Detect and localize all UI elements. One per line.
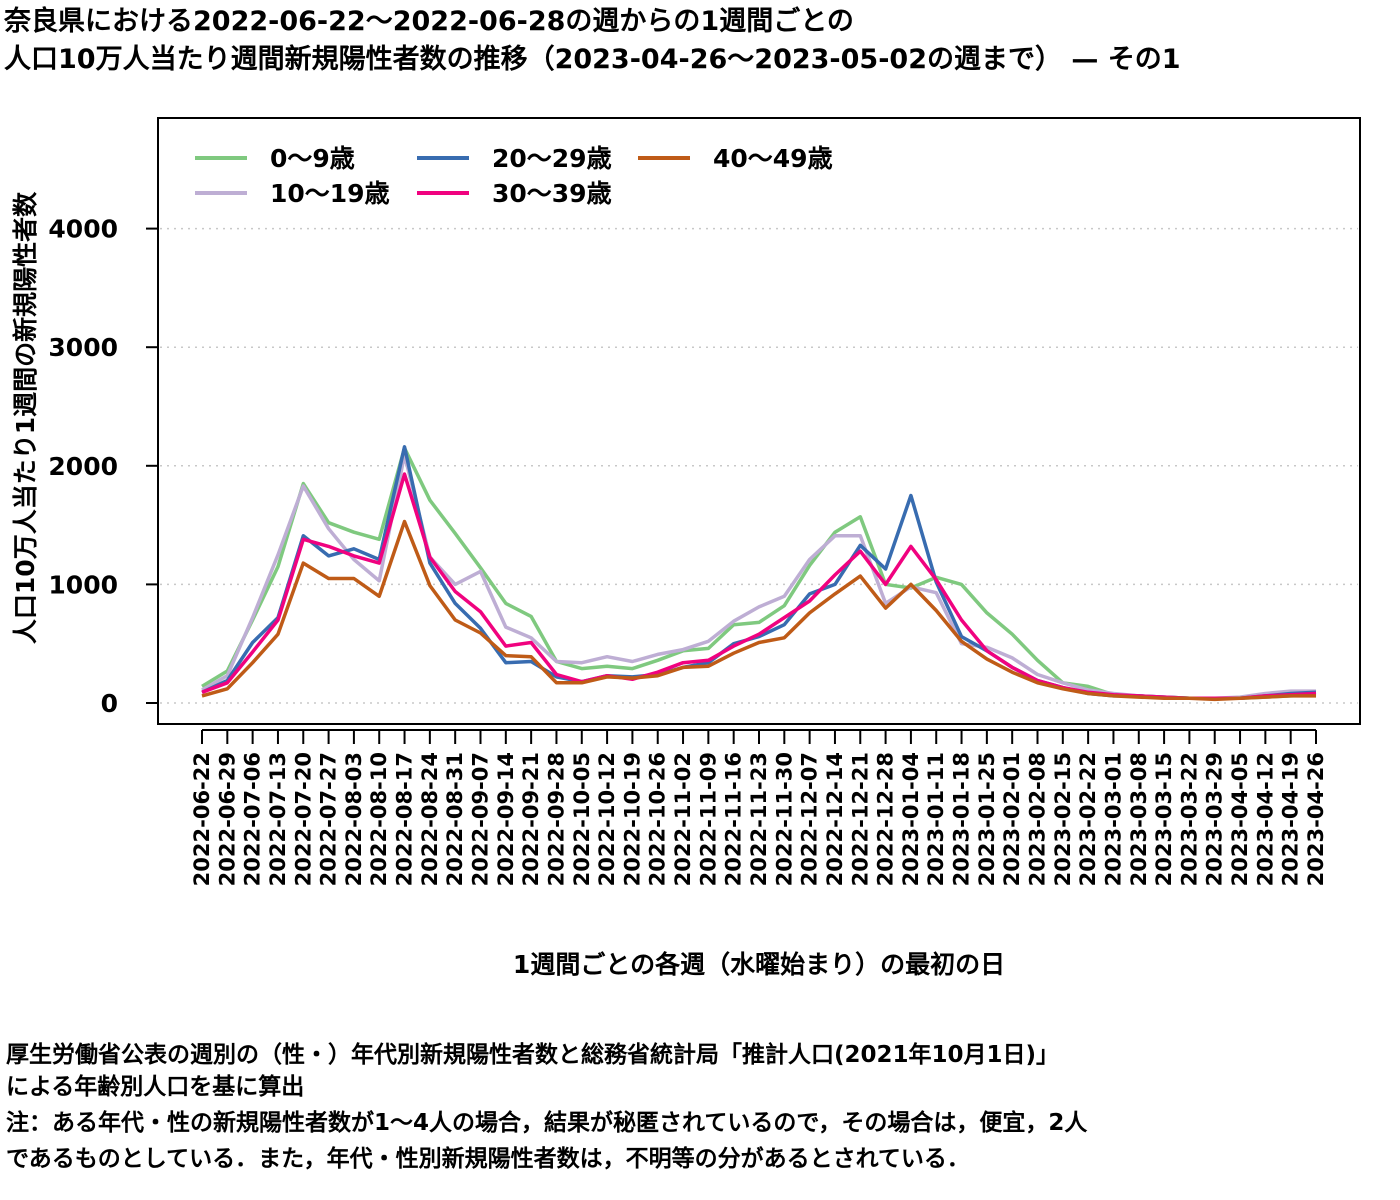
legend-label: 10〜19歳 (270, 179, 390, 208)
x-tick-label: 2023-04-05 (1228, 752, 1252, 886)
x-tick-label: 2022-09-07 (469, 752, 493, 886)
legend-label: 20〜29歳 (492, 144, 612, 173)
x-tick-label: 2022-06-29 (215, 752, 239, 886)
x-tick-label: 2023-02-15 (1051, 752, 1075, 886)
x-tick-label: 2022-09-28 (544, 752, 568, 886)
x-tick-label: 2023-03-01 (1101, 752, 1125, 886)
y-tick-label: 0 (101, 689, 118, 718)
y-axis: 0 1000 2000 3000 4000 (48, 215, 158, 718)
x-tick-label: 2022-12-28 (874, 752, 898, 886)
x-tick-label: 2022-07-06 (241, 752, 265, 886)
x-tick-label: 2022-08-31 (443, 752, 467, 886)
legend-label: 40〜49歳 (713, 144, 833, 173)
x-tick-label: 2022-12-14 (823, 752, 847, 886)
x-tick-label: 2023-04-12 (1253, 752, 1277, 886)
series-line (201, 519, 1316, 702)
x-tick-label: 2022-07-13 (266, 752, 290, 886)
x-tick-label: 2023-01-04 (899, 752, 923, 886)
x-tick-label: 2023-02-08 (1026, 752, 1050, 886)
x-tick-label: 2023-03-15 (1152, 752, 1176, 886)
y-axis-label: 人口10万人当たり1週間の新規陽性者数 (11, 191, 40, 644)
x-tick-label: 2022-06-22 (190, 752, 214, 886)
x-tick-label: 2023-04-26 (1304, 752, 1328, 886)
legend: 0〜9歳 10〜19歳 20〜29歳 30〜39歳 40〜49歳 (195, 144, 833, 208)
legend-label: 30〜39歳 (492, 179, 612, 208)
x-tick-label: 2022-11-09 (696, 752, 720, 886)
series-line (201, 453, 1316, 701)
plot-frame (157, 117, 1361, 725)
x-tick-label: 2022-07-27 (317, 752, 341, 886)
x-tick-label: 2022-11-23 (747, 752, 771, 886)
series-lines (201, 445, 1317, 702)
x-tick-label: 2023-03-29 (1203, 752, 1227, 886)
chart-title-line-2: 人口10万人当たり週間新規陽性者数の推移（2023-04-26〜2023-05-… (4, 43, 1181, 75)
gridlines (160, 227, 1358, 704)
x-tick-label: 2022-11-16 (722, 752, 746, 886)
x-tick-label: 2023-03-08 (1127, 752, 1151, 886)
x-tick-label: 2022-10-26 (646, 752, 670, 886)
x-tick-label: 2022-12-21 (848, 752, 872, 886)
x-tick-label: 2022-10-19 (620, 752, 644, 886)
x-tick-label: 2022-11-02 (671, 752, 695, 886)
line-chart: 奈良県における2022-06-22〜2022-06-28の週からの1週間ごとの … (3, 5, 1361, 979)
x-tick-label: 2023-01-11 (924, 752, 948, 886)
x-tick-label: 2022-09-21 (519, 752, 543, 886)
x-tick-label: 2022-09-14 (494, 752, 518, 886)
y-tick-label: 4000 (48, 215, 118, 244)
x-axis-label: 1週間ごとの各週（水曜始まり）の最初の日 (513, 950, 1005, 979)
footnote-line-2: であるものとしている．また，年代・性別新規陽性者数は，不明等の分があるとされてい… (6, 1146, 970, 1172)
x-tick-label: 2022-07-20 (291, 752, 315, 886)
x-tick-label: 2023-02-01 (1000, 752, 1024, 886)
x-tick-label: 2022-10-12 (595, 752, 619, 886)
footnote-line-1: 注：ある年代・性の新規陽性者数が1〜4人の場合，結果が秘匿されているので，その場… (6, 1110, 1088, 1136)
x-tick-label: 2022-11-30 (772, 752, 796, 886)
y-tick-label: 2000 (48, 452, 118, 481)
x-tick-label: 2022-08-10 (367, 752, 391, 886)
x-tick-label: 2022-12-07 (798, 752, 822, 886)
x-tick-label: 2023-01-18 (950, 752, 974, 886)
x-tick-label: 2023-01-25 (975, 752, 999, 886)
x-tick-label: 2023-04-19 (1279, 752, 1303, 886)
x-tick-label: 2022-08-24 (418, 752, 442, 886)
source-note-line-2: による年齢別人口を基に算出 (6, 1074, 305, 1100)
chart-title-line-1: 奈良県における2022-06-22〜2022-06-28の週からの1週間ごとの (3, 5, 854, 37)
x-tick-label: 2022-08-17 (393, 752, 417, 886)
legend-label: 0〜9歳 (270, 144, 355, 173)
y-tick-label: 1000 (48, 570, 118, 599)
series-line (201, 472, 1317, 701)
source-note-line-1: 厚生労働省公表の週別の（性・）年代別新規陽性者数と総務省統計局「推計人口(202… (6, 1042, 1060, 1068)
x-axis: 2022-06-22 2022-06-29 2022-07-06 2022-07-13… (190, 729, 1328, 886)
y-tick-label: 3000 (48, 333, 118, 362)
x-tick-label: 2022-10-05 (570, 752, 594, 886)
x-tick-label: 2023-02-22 (1076, 752, 1100, 886)
x-tick-label: 2022-08-03 (342, 752, 366, 886)
x-tick-label: 2023-03-22 (1177, 752, 1201, 886)
